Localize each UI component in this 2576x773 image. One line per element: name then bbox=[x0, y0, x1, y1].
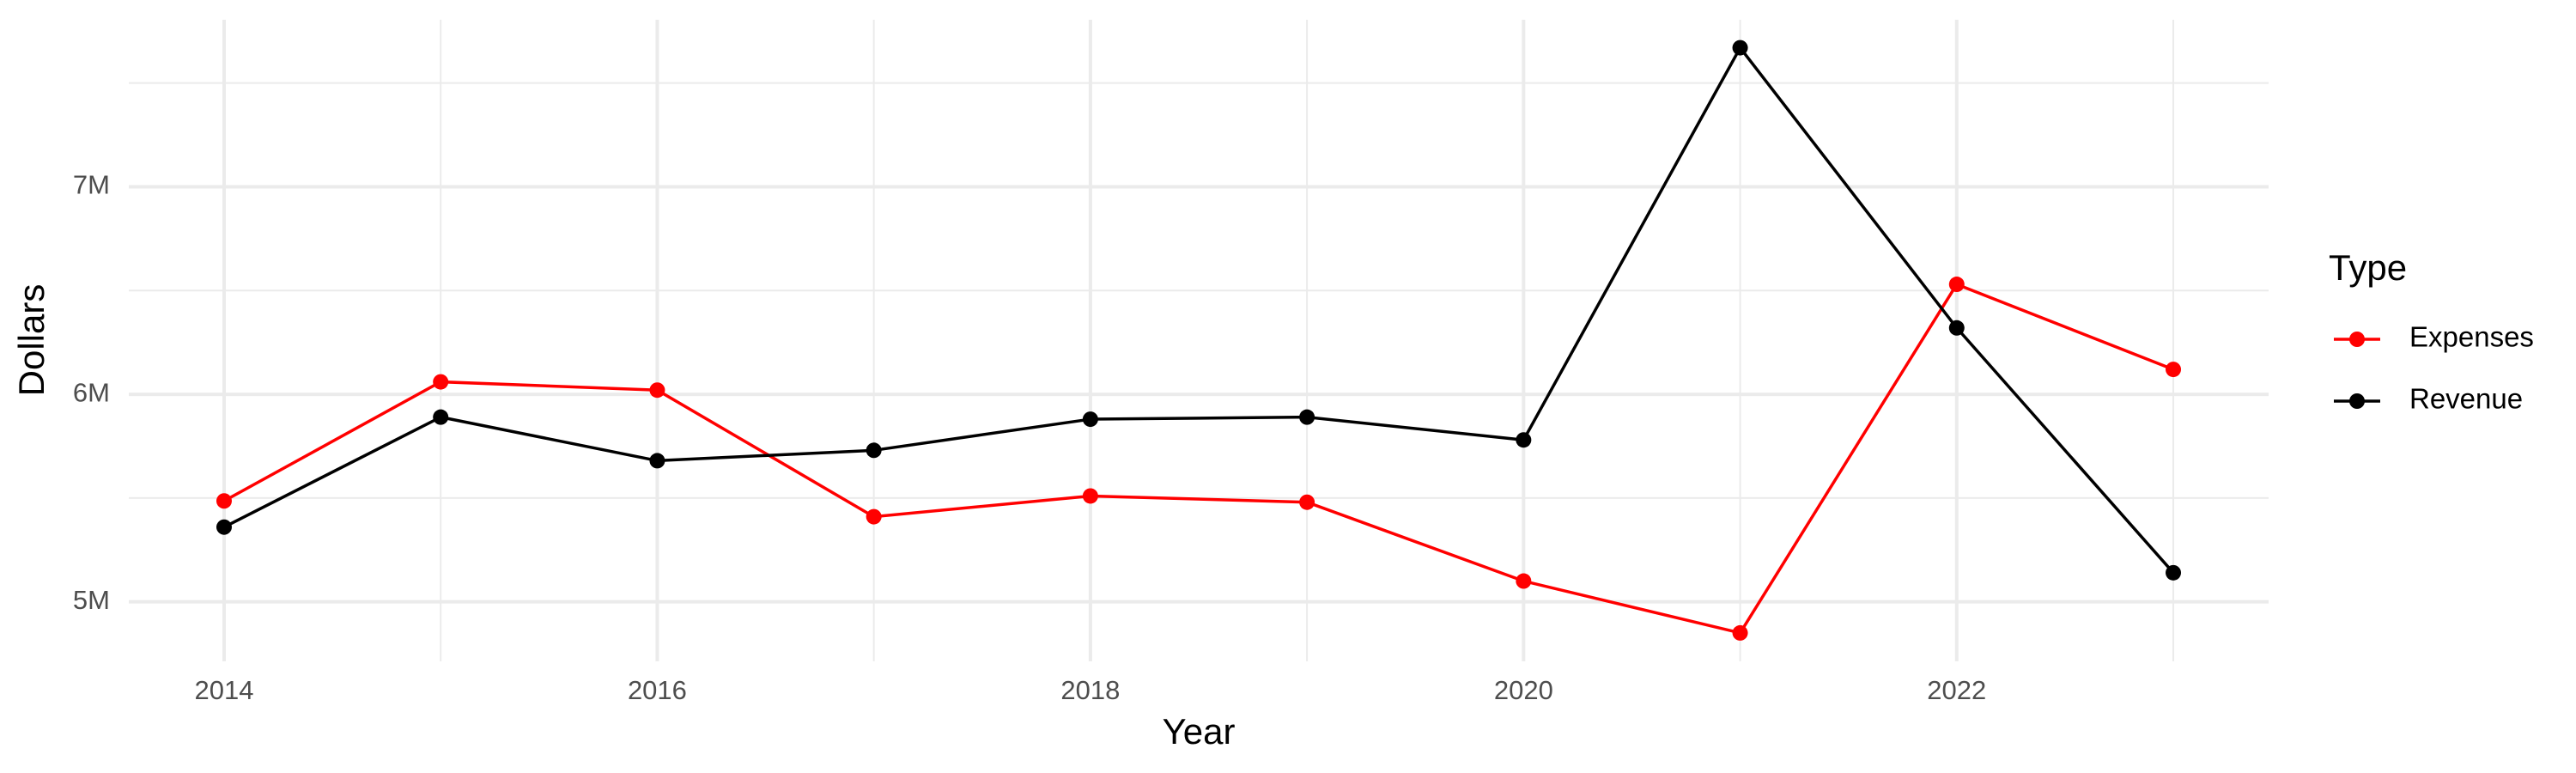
data-point bbox=[1516, 573, 1532, 589]
data-point bbox=[216, 493, 232, 509]
legend-marker bbox=[2349, 332, 2365, 347]
y-tick-label: 6M bbox=[73, 377, 110, 407]
legend-label: Revenue bbox=[2409, 383, 2523, 415]
y-axis-title: Dollars bbox=[11, 284, 52, 397]
data-point bbox=[1948, 320, 1965, 336]
y-tick-label: 5M bbox=[73, 585, 110, 615]
legend-label: Expenses bbox=[2409, 321, 2534, 353]
data-point bbox=[1299, 494, 1315, 510]
series-line bbox=[223, 282, 2174, 635]
x-tick-label: 2016 bbox=[628, 675, 687, 705]
data-point bbox=[1082, 488, 1098, 504]
data-point bbox=[866, 508, 882, 525]
data-point bbox=[866, 442, 882, 459]
data-point bbox=[1299, 409, 1315, 425]
data-point bbox=[2166, 362, 2182, 378]
x-tick-label: 2018 bbox=[1060, 675, 1120, 705]
data-point bbox=[1732, 40, 1748, 56]
x-tick-label: 2022 bbox=[1927, 675, 1986, 705]
x-axis-title: Year bbox=[1163, 711, 1236, 752]
data-point bbox=[1516, 432, 1532, 448]
x-tick-label: 2020 bbox=[1494, 675, 1553, 705]
data-point bbox=[2166, 564, 2182, 581]
grid bbox=[129, 20, 2269, 661]
series-line bbox=[223, 45, 2175, 575]
data-point bbox=[649, 382, 665, 399]
x-tick-label: 2014 bbox=[194, 675, 253, 705]
data-point bbox=[216, 519, 232, 535]
y-tick-label: 7M bbox=[73, 170, 110, 200]
data-point bbox=[1732, 624, 1748, 641]
data-point bbox=[1082, 411, 1098, 428]
legend-marker bbox=[2349, 393, 2365, 409]
data-point bbox=[433, 409, 449, 425]
legend-title: Type bbox=[2329, 247, 2407, 288]
data-point bbox=[1948, 277, 1965, 293]
data-point bbox=[433, 374, 449, 390]
data-point bbox=[649, 453, 665, 469]
